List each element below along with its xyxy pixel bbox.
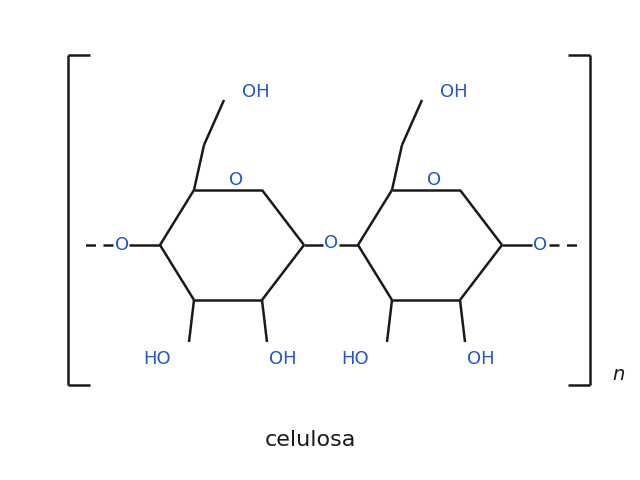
Text: O: O xyxy=(427,171,441,189)
Text: celulosa: celulosa xyxy=(264,430,356,450)
Text: OH: OH xyxy=(269,350,296,368)
Text: O: O xyxy=(324,234,338,252)
Text: OH: OH xyxy=(440,83,468,101)
Text: OH: OH xyxy=(467,350,495,368)
Text: O: O xyxy=(229,171,243,189)
Text: HO: HO xyxy=(143,350,171,368)
Text: n: n xyxy=(612,365,625,384)
Text: HO: HO xyxy=(341,350,369,368)
Text: O: O xyxy=(115,236,129,254)
Text: OH: OH xyxy=(242,83,269,101)
Text: O: O xyxy=(533,236,547,254)
